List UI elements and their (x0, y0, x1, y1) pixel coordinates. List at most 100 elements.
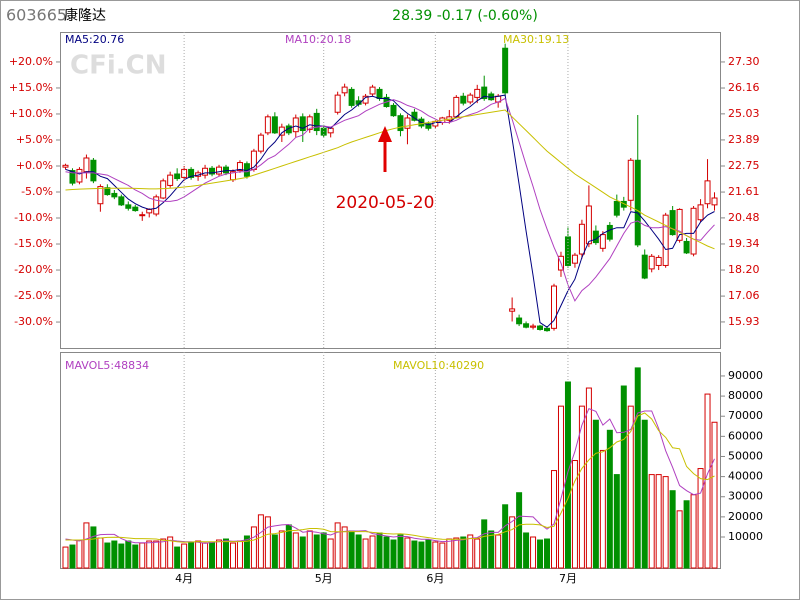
candle-body (620, 200, 627, 208)
y2-tick-label: 20.48 (728, 211, 760, 224)
annotation-arrowhead (378, 126, 392, 142)
candle-body (467, 94, 474, 103)
volume-bar (327, 538, 334, 569)
volume-bar (537, 539, 544, 569)
ma-line (65, 412, 715, 543)
volume-bar (502, 504, 509, 569)
candle-body (132, 206, 139, 212)
candle-body (216, 166, 223, 175)
ma-label: MA10:20.18 (285, 33, 351, 46)
volume-bar (571, 460, 578, 569)
candle-body (711, 197, 718, 206)
candle-body (669, 210, 676, 236)
x-tick-label: 5月 (315, 572, 333, 585)
ma-label: MA5:20.76 (65, 33, 124, 46)
candle-body (481, 86, 488, 100)
volume-bar (313, 534, 320, 569)
volume-bar (139, 542, 146, 569)
candle-body (90, 159, 97, 182)
volume-bar (69, 544, 76, 569)
volume-bar (209, 541, 216, 569)
volume-bar (690, 494, 697, 569)
volume-bar (376, 532, 383, 569)
volume-bar (236, 540, 243, 569)
candle-body (341, 86, 348, 94)
volume-bar (243, 535, 250, 569)
candle-body (474, 88, 481, 98)
volume-bar (697, 468, 704, 569)
candle-body (516, 317, 523, 325)
volume-bar (599, 449, 606, 569)
candle-body (292, 117, 299, 133)
volume-bar (495, 534, 502, 569)
volume-bar (592, 419, 599, 569)
y-tick-label: 80000 (728, 389, 763, 402)
volume-bar (320, 532, 327, 569)
candle-body (397, 115, 404, 132)
y-tick-label: -5.0% (21, 185, 53, 198)
stock-name: 康隆达 (64, 7, 106, 24)
candle-body (571, 254, 578, 264)
volume-bar (669, 490, 676, 569)
candle-body (83, 157, 90, 173)
candle-body (613, 200, 620, 216)
quote: 28.39 -0.17 (-0.60%) (392, 8, 538, 24)
volume-bar (292, 532, 299, 569)
y-tick-label: 30000 (728, 490, 763, 503)
volume-bar (676, 510, 683, 569)
volume-bar (195, 540, 202, 569)
y-tick-label: +20.0% (9, 55, 53, 68)
candle-body (585, 205, 592, 245)
y-tick-label: 40000 (728, 470, 763, 483)
volume-bar (90, 526, 97, 569)
volume-bar (167, 536, 174, 569)
price-pane (60, 32, 721, 349)
volume-bar (578, 405, 585, 569)
volume-bar (488, 530, 495, 569)
volume-bar (104, 542, 111, 569)
volume-bar (641, 419, 648, 569)
candle-body (648, 255, 655, 270)
candle-body (334, 94, 341, 113)
y-tick-label: 60000 (728, 429, 763, 442)
candle-body (704, 180, 711, 205)
y-tick-label: 50000 (728, 449, 763, 462)
volume-bar (425, 539, 432, 569)
y-tick-label: +15.0% (9, 81, 53, 94)
volume-bar (446, 538, 453, 569)
volume-bar (362, 538, 369, 569)
candle-body (683, 240, 690, 254)
y-tick-label: -10.0% (14, 211, 53, 224)
volume-bar (704, 393, 711, 569)
candle-body (209, 167, 216, 175)
candle-body (376, 88, 383, 100)
candle-body (97, 186, 104, 205)
volume-bar (467, 534, 474, 569)
volume-bar (544, 538, 551, 569)
volume-bar (341, 526, 348, 569)
volume-bar (383, 536, 390, 569)
volume-bar (174, 546, 181, 569)
candle-body (271, 116, 278, 134)
y-tick-label: +10.0% (9, 107, 53, 120)
candle-body (348, 88, 355, 106)
volume-bar (355, 534, 362, 569)
candle-body (606, 224, 613, 240)
volume-bar (648, 474, 655, 569)
y-tick-label: -25.0% (14, 289, 53, 302)
ma-line (65, 94, 715, 328)
y-tick-label: -30.0% (14, 315, 53, 328)
volume-bar (83, 522, 90, 569)
volume-bar (97, 537, 104, 569)
candle-body (509, 308, 516, 312)
y2-tick-label: 26.16 (728, 81, 760, 94)
volume-bar (181, 543, 188, 569)
volume-bar (369, 535, 376, 569)
volume-bar (516, 492, 523, 569)
candle-body (327, 127, 334, 134)
volume-bar (683, 500, 690, 569)
y-tick-label: 10000 (728, 530, 763, 543)
y-tick-label: +0.0% (16, 159, 53, 172)
